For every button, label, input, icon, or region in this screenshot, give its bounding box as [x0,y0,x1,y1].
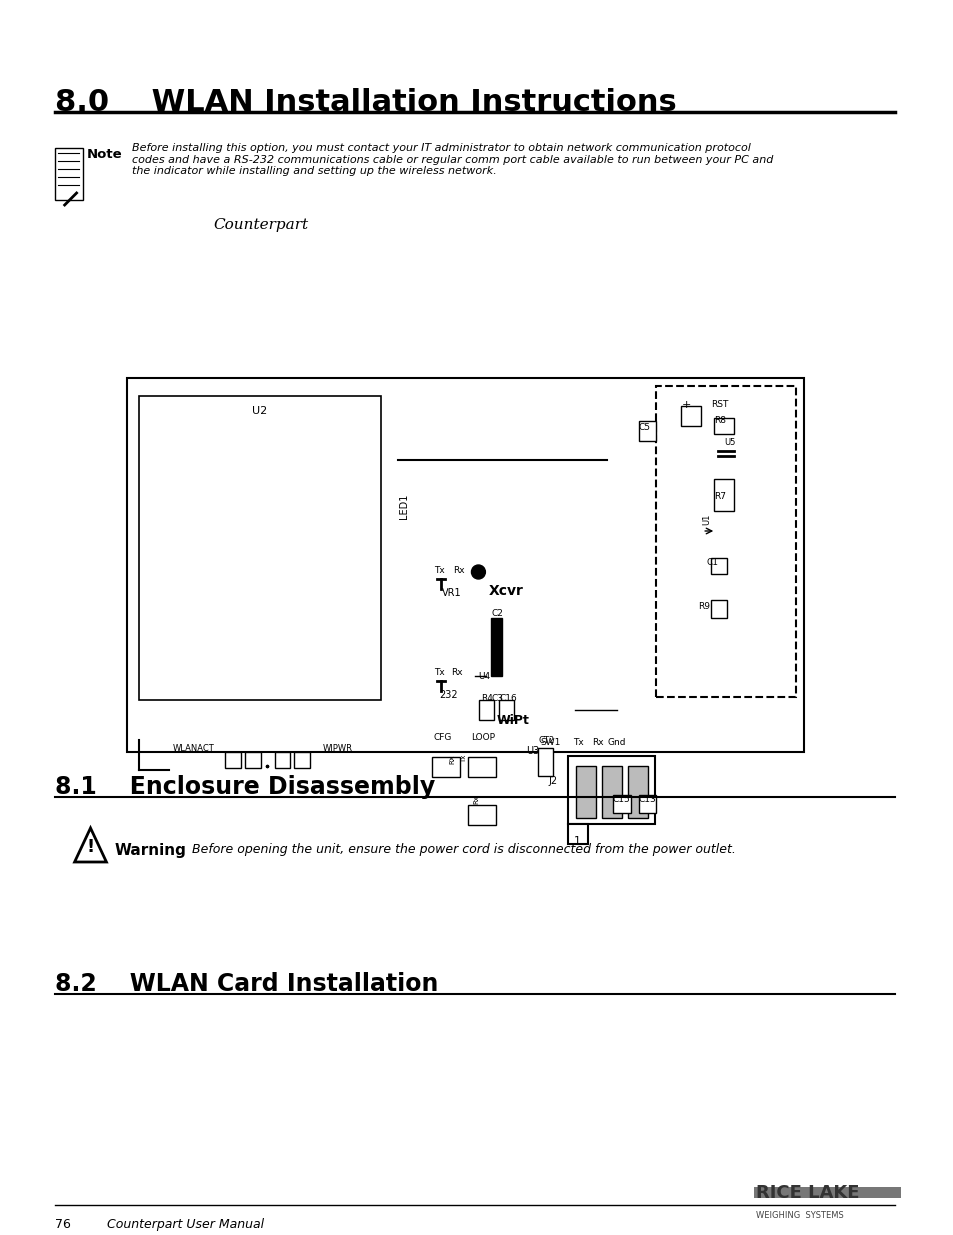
Text: 76: 76 [54,1218,71,1231]
Text: C16: C16 [498,694,517,703]
Text: R9: R9 [698,601,709,611]
Text: CT2: CT2 [537,736,554,745]
Text: C2: C2 [491,609,502,618]
Text: Tx: Tx [434,566,444,576]
Text: R4: R4 [481,694,493,703]
Text: J2: J2 [547,776,557,785]
Text: CFG: CFG [434,734,452,742]
Bar [567,756,655,824]
Text: Xcvr: Xcvr [488,584,522,598]
Text: RX: RX [449,755,456,764]
Text: Warning: Warning [114,844,186,858]
Text: 8.0    WLAN Installation Instructions: 8.0 WLAN Installation Instructions [54,88,676,117]
Text: WIPWR: WIPWR [322,743,352,753]
Text: Before installing this option, you must contact your IT administrator to obtain : Before installing this option, you must … [132,143,773,177]
Bar [710,558,726,574]
Bar [498,700,514,720]
Text: Rx: Rx [591,739,603,747]
Text: U3: U3 [526,746,538,756]
Bar [244,752,260,768]
Text: Tx: Tx [461,755,467,763]
Text: Counterpart: Counterpart [213,219,309,232]
Bar [612,795,630,813]
Bar [468,805,496,825]
Text: U1: U1 [701,514,711,525]
Text: Counterpart User Manual: Counterpart User Manual [108,1218,264,1231]
Bar [479,700,494,720]
Text: R8: R8 [714,416,725,425]
Text: Tx: Tx [573,739,583,747]
Text: +: + [680,400,690,410]
Text: C13: C13 [638,795,656,804]
Bar [567,824,587,844]
Text: LED1: LED1 [398,493,409,519]
Bar [431,757,459,777]
Text: WiPt: WiPt [496,714,529,727]
Text: C3: C3 [491,694,503,703]
Bar [491,618,502,676]
Text: WEIGHING  SYSTEMS: WEIGHING SYSTEMS [755,1212,842,1220]
Bar [294,752,310,768]
Bar [274,752,290,768]
Text: Tx: Tx [434,668,444,677]
Bar [537,748,553,776]
Text: 232: 232 [439,690,457,700]
Bar [627,766,647,818]
Bar [576,766,596,818]
Text: SW1: SW1 [539,739,559,747]
Bar [601,766,621,818]
Text: Rx: Rx [453,566,465,576]
Bar [680,406,700,426]
Bar [753,1187,901,1198]
Bar [638,795,656,813]
Text: Note: Note [87,148,122,161]
Text: Rx: Rx [473,795,479,804]
Text: 8.2    WLAN Card Installation: 8.2 WLAN Card Installation [54,972,437,995]
Text: RICE LAKE: RICE LAKE [755,1184,859,1202]
Text: 8.1    Enclosure Disassembly: 8.1 Enclosure Disassembly [54,776,435,799]
Circle shape [471,564,485,579]
Text: WLANACT: WLANACT [172,743,214,753]
Bar [710,600,726,618]
Bar [468,757,496,777]
Text: C5: C5 [638,424,650,432]
Text: RST: RST [710,400,728,409]
Text: Gnd: Gnd [607,739,625,747]
Text: 1: 1 [574,836,580,846]
Bar [656,387,795,697]
Text: U4: U4 [477,672,490,680]
Text: U2: U2 [253,406,268,416]
Bar [714,479,733,511]
Text: !: ! [87,839,94,856]
Bar [225,752,240,768]
Bar [714,417,733,433]
Text: Rx: Rx [451,668,463,677]
Bar [638,421,656,441]
Text: U5: U5 [723,438,735,447]
Text: LOOP: LOOP [471,734,495,742]
Bar [54,148,83,200]
Text: VR1: VR1 [441,588,460,598]
Bar [127,378,802,752]
Text: Before opening the unit, ensure the power cord is disconnected from the power ou: Before opening the unit, ensure the powe… [192,844,735,856]
Text: C1: C1 [705,558,718,567]
Text: R7: R7 [714,492,725,501]
Bar [139,396,380,700]
Text: C15: C15 [612,795,630,804]
